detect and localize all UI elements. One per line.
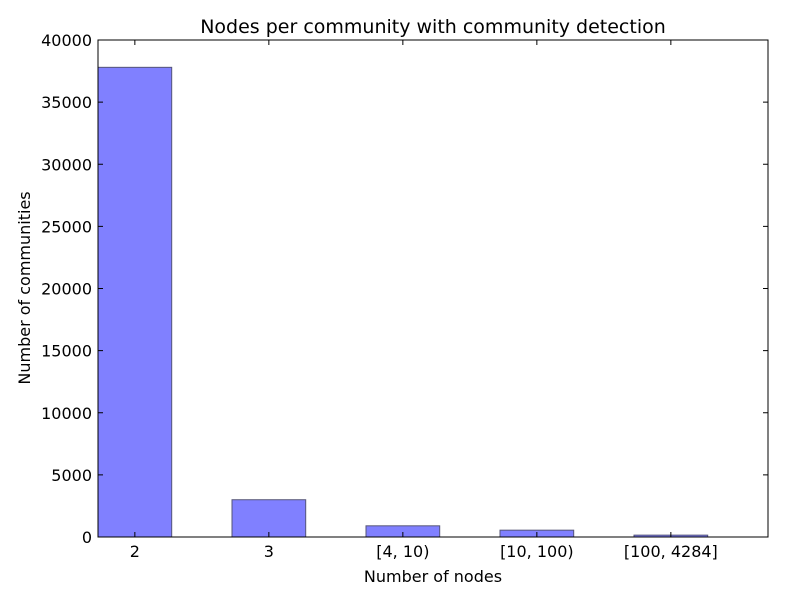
y-tick-label: 0 <box>82 528 92 547</box>
y-tick-label: 5000 <box>51 466 92 485</box>
y-tick-label: 40000 <box>41 31 92 50</box>
y-tick-label: 35000 <box>41 93 92 112</box>
y-tick-label: 10000 <box>41 404 92 423</box>
y-tick-label: 20000 <box>41 280 92 299</box>
ticks-layer: 2 3 [4, 10) [10, 100) [100, 4284] 0 5000 10000 1… <box>41 31 768 561</box>
x-tick-label: [4, 10) <box>376 542 429 561</box>
bar-0 <box>97 66 173 538</box>
x-tick-label: 3 <box>264 542 274 561</box>
plot-area-frame <box>97 39 769 538</box>
x-tick-label: [100, 4284] <box>624 542 718 561</box>
x-tick-label: 2 <box>130 542 140 561</box>
chart-title: Nodes per community with community detec… <box>200 16 666 38</box>
x-tick-label: [10, 100) <box>500 542 574 561</box>
y-tick-label: 25000 <box>41 217 92 236</box>
bar-1 <box>231 499 307 538</box>
bars-layer <box>97 66 709 538</box>
y-axis-label: Number of communities <box>15 191 34 384</box>
x-axis-label: Number of nodes <box>364 567 502 586</box>
y-tick-label: 15000 <box>41 342 92 361</box>
y-tick-label: 30000 <box>41 155 92 174</box>
